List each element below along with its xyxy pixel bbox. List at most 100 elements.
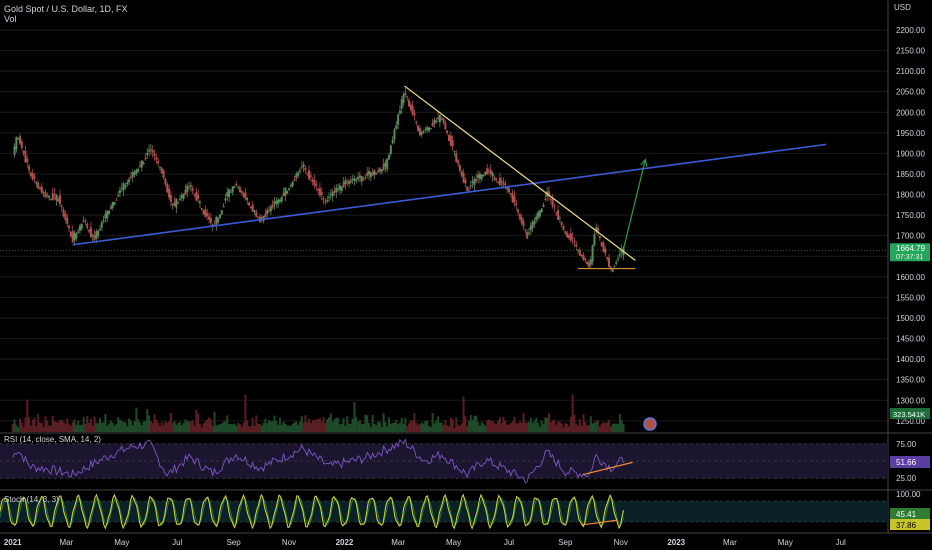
candle-body (577, 249, 580, 251)
volume-bar (582, 414, 585, 432)
candle-body (582, 255, 585, 261)
time-tick-label: Mar (391, 538, 405, 547)
candle-body (422, 131, 425, 133)
candle-body (37, 183, 40, 189)
candle-body (349, 180, 352, 183)
candle-body (40, 186, 43, 193)
volume-bar (53, 420, 56, 432)
candle-body (502, 181, 505, 185)
candle-body (575, 244, 578, 247)
volume-bar (215, 425, 218, 432)
candle-body (257, 216, 260, 218)
volume-bar (144, 421, 147, 432)
stoch-title: Stoch (14, 3, 3) (4, 495, 59, 504)
candle-body (507, 188, 510, 193)
candle-body (28, 165, 31, 171)
candles (13, 88, 625, 273)
volume-bar (409, 420, 412, 432)
candle-body (524, 229, 527, 231)
candle-body (617, 258, 620, 260)
price-tick-label: 2200.00 (896, 26, 925, 35)
candle-body (117, 194, 120, 196)
candle-body (329, 194, 332, 196)
volume-bar (20, 422, 23, 432)
candle-body (235, 183, 238, 186)
volume-bar (35, 426, 38, 432)
volume-bar (297, 424, 300, 432)
candle-body (278, 199, 281, 202)
volume-bar (558, 421, 561, 432)
volume-bar (15, 425, 18, 432)
time-tick-label: 2023 (667, 538, 685, 547)
volume-bar (595, 420, 598, 432)
volume-bar (546, 417, 549, 432)
candle-body (357, 176, 360, 180)
volume-bar (322, 417, 325, 432)
candle-body (351, 179, 354, 181)
volume-bar (509, 422, 512, 432)
volume-bar (520, 422, 523, 432)
candle-body (309, 175, 312, 177)
candle-body (51, 193, 54, 201)
candle-body (513, 196, 516, 203)
volume-bar (191, 420, 194, 432)
chart-title: Gold Spot / U.S. Dollar, 1D, FX (4, 4, 128, 14)
volume-bar (342, 418, 345, 432)
candle-body (228, 189, 231, 198)
volume-bar (118, 419, 121, 432)
volume-bar (542, 423, 545, 432)
volume-badge (890, 408, 930, 419)
volume-bar (188, 421, 191, 432)
candle-body (31, 173, 34, 180)
volume-bar (557, 421, 560, 432)
volume-bar (84, 424, 87, 432)
volume-bar (18, 418, 21, 432)
candle-body (535, 216, 538, 220)
time-tick-label: Jul (172, 538, 182, 547)
candle-body (284, 187, 287, 197)
volume-bar (388, 417, 391, 432)
volume-bar (602, 422, 605, 432)
volume-bar (231, 424, 234, 432)
volume-bar (378, 421, 381, 432)
volume-bar (171, 423, 174, 432)
volume-bar (604, 423, 607, 432)
candle-body (571, 237, 574, 239)
volume-bar (166, 422, 169, 432)
candle-body (600, 241, 603, 247)
volume-bar (377, 421, 380, 432)
candle-body (118, 190, 121, 194)
volume-bar (268, 420, 271, 432)
candle-body (500, 181, 503, 183)
volume-bar (415, 422, 418, 432)
volume-bar (228, 424, 231, 432)
volume-bar (497, 420, 500, 432)
volume-bar (487, 419, 490, 432)
candle-body (77, 231, 80, 233)
candle-body (615, 262, 618, 264)
volume-bar (177, 423, 180, 432)
volume-bar (531, 422, 534, 432)
volume-bar (235, 426, 238, 432)
volume-bar (444, 420, 447, 432)
volume-bar (597, 420, 600, 432)
volume-bar (493, 423, 496, 432)
candle-body (573, 241, 576, 243)
volume-bar (64, 423, 67, 432)
candle-body (220, 210, 223, 215)
candle-body (306, 173, 309, 175)
volume-bar (266, 423, 269, 432)
volume-bar (471, 419, 474, 432)
candle-body (529, 225, 532, 231)
rsi-divergence-line (582, 461, 633, 476)
volume-bar (328, 417, 331, 432)
candle-body (457, 160, 460, 164)
volume-bar (518, 421, 521, 432)
volume-bar (135, 407, 138, 432)
candle-body (353, 178, 356, 181)
volume-bar (280, 424, 283, 432)
volume-bar (362, 423, 365, 432)
candle-body (388, 155, 391, 160)
candle-body (393, 129, 396, 140)
